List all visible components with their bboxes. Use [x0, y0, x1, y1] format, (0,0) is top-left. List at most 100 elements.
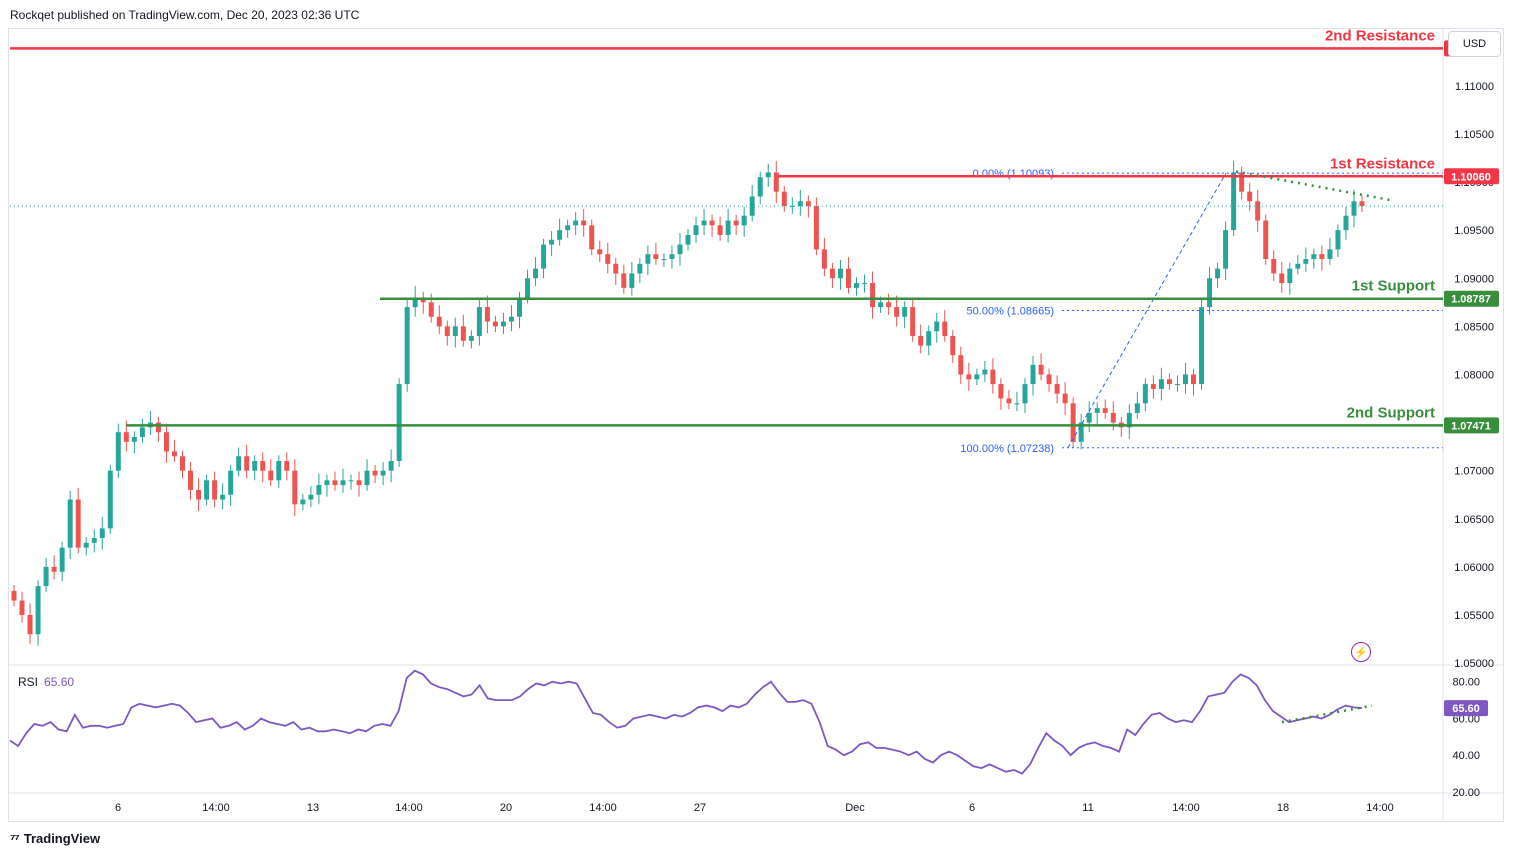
candle-body: [396, 384, 402, 462]
candle-body: [725, 220, 731, 235]
level-price-text: 1.07471: [1451, 420, 1491, 432]
price-tick-label: 1.09000: [1454, 273, 1494, 285]
candle-body: [966, 374, 972, 380]
candle-body: [1070, 403, 1076, 442]
candle-body: [180, 456, 185, 471]
candle-body: [581, 220, 587, 226]
candle-body: [597, 249, 603, 255]
candle-body: [1279, 273, 1285, 284]
time-tick-label: 14:00: [1366, 802, 1394, 814]
candle-body: [829, 268, 835, 279]
candle-body: [364, 470, 370, 486]
candle-body: [1343, 215, 1349, 231]
rsi-name: RSI: [18, 675, 39, 689]
candle-body: [677, 244, 683, 255]
candle-body: [115, 432, 121, 471]
candle-body: [862, 283, 868, 285]
price-tick-label: 1.05000: [1454, 658, 1494, 670]
candle-body: [974, 374, 980, 380]
level-name-label: 1st Resistance: [1330, 155, 1435, 172]
candle-body: [212, 480, 218, 500]
fib-level-label: 0.00% (1.10093): [973, 168, 1054, 180]
candle-body: [244, 456, 250, 471]
time-tick-label: 6: [969, 802, 975, 814]
price-tick-label: 1.08000: [1454, 369, 1494, 381]
candle-body: [11, 590, 17, 601]
candle-body: [171, 451, 177, 457]
candle-body: [163, 432, 169, 452]
candle-body: [942, 321, 948, 336]
level-name-label: 2nd Support: [1347, 404, 1435, 421]
tradingview-logo-icon: ⁷⁷: [10, 831, 20, 846]
candle-body: [1247, 191, 1253, 202]
candle-body: [107, 470, 113, 529]
time-tick-label: 14:00: [202, 802, 230, 814]
candle-body: [565, 225, 571, 231]
candle-body: [605, 254, 611, 264]
currency-button[interactable]: USD: [1448, 31, 1501, 57]
candle-body: [1150, 384, 1156, 389]
candle-body: [452, 326, 458, 336]
rsi-line: [9, 669, 1363, 775]
candle-body: [340, 480, 346, 486]
candle-body: [669, 254, 675, 260]
candle-body: [573, 220, 579, 226]
candle-body: [653, 254, 659, 260]
candle-body: [1303, 259, 1309, 264]
candle-body: [621, 273, 627, 288]
candle-body: [1215, 268, 1221, 279]
candle-body: [1207, 278, 1213, 308]
candle-body: [300, 499, 306, 505]
candle-body: [220, 494, 226, 500]
candle-body: [1054, 384, 1060, 394]
time-tick-label: 14:00: [589, 802, 617, 814]
candle-body: [1287, 268, 1293, 284]
footer-brand[interactable]: ⁷⁷ TradingView: [10, 831, 100, 846]
candle-body: [533, 268, 539, 279]
candle-body: [484, 307, 490, 322]
fib-level-label: 100.00% (1.07238): [960, 443, 1054, 455]
candle-body: [837, 268, 843, 279]
level-price-text: 1.08787: [1451, 294, 1491, 306]
candle-body: [797, 201, 803, 207]
time-tick-label: 18: [1277, 802, 1289, 814]
candle-body: [268, 470, 274, 481]
price-tick-label: 1.07000: [1454, 466, 1494, 478]
candle-body: [525, 278, 531, 298]
candle-body: [436, 316, 442, 327]
price-tick-label: 1.06500: [1454, 514, 1494, 526]
candle-body: [476, 307, 482, 336]
candle-body: [67, 499, 73, 548]
candle-body: [1078, 422, 1084, 442]
candle-body: [316, 485, 322, 495]
candle-body: [123, 432, 129, 442]
candle-body: [444, 326, 450, 336]
candle-body: [1319, 254, 1325, 260]
candle-body: [1030, 364, 1036, 385]
candle-body: [878, 302, 884, 308]
candle-body: [1022, 384, 1028, 404]
candle-body: [821, 249, 827, 269]
lightning-icon[interactable]: ⚡: [1351, 642, 1371, 662]
candle-body: [204, 480, 210, 500]
fib-level-label: 50.00% (1.08665): [967, 305, 1054, 317]
candle-body: [388, 461, 394, 471]
candle-body: [1014, 403, 1020, 405]
rsi-value-badge-text: 65.60: [1452, 703, 1480, 715]
candle-body: [781, 191, 787, 207]
candle-body: [934, 321, 940, 332]
candle-body: [1126, 412, 1132, 428]
candle-body: [1006, 398, 1012, 404]
candle-body: [870, 283, 876, 308]
candle-body: [51, 566, 57, 572]
candle-body: [557, 230, 563, 240]
candle-body: [356, 480, 362, 486]
rsi-tick-label: 80.00: [1452, 677, 1480, 689]
candle-body: [1174, 384, 1180, 386]
time-tick-label: 20: [500, 802, 512, 814]
candle-body: [709, 220, 715, 226]
time-tick-label: 27: [694, 802, 706, 814]
candle-body: [854, 283, 859, 288]
candle-body: [284, 461, 290, 471]
